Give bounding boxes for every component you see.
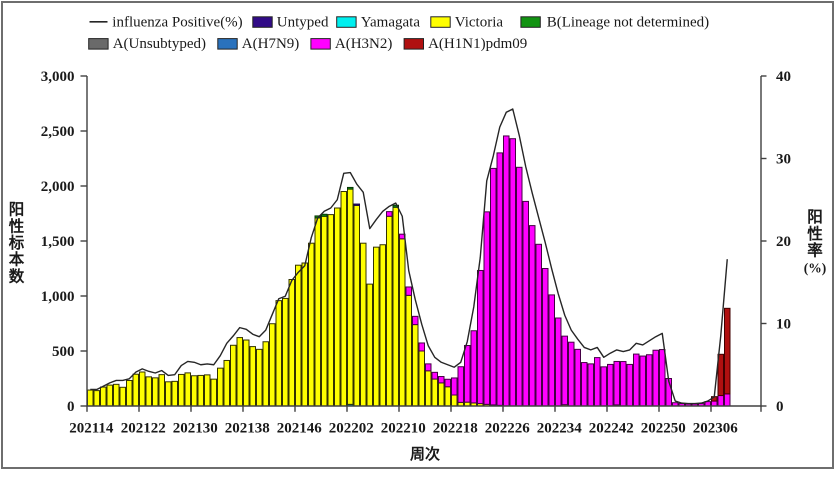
svg-text:A(H3N2): A(H3N2) — [335, 36, 393, 52]
svg-text:202210: 202210 — [381, 421, 426, 437]
svg-text:202306: 202306 — [693, 421, 739, 437]
svg-text:202218: 202218 — [433, 421, 478, 437]
svg-text:(%): (%) — [804, 261, 827, 276]
svg-text:202226: 202226 — [485, 421, 531, 437]
svg-text:率: 率 — [807, 241, 823, 260]
svg-text:本: 本 — [9, 250, 25, 269]
svg-text:202138: 202138 — [225, 421, 270, 437]
svg-text:202130: 202130 — [173, 421, 218, 437]
svg-text:Victoria: Victoria — [455, 14, 504, 30]
svg-text:0: 0 — [67, 399, 75, 415]
svg-text:202146: 202146 — [277, 421, 323, 437]
svg-text:2,500: 2,500 — [41, 124, 75, 140]
svg-text:性: 性 — [807, 224, 823, 243]
svg-text:3,000: 3,000 — [41, 69, 75, 85]
svg-text:202250: 202250 — [641, 421, 686, 437]
svg-text:阳: 阳 — [807, 208, 823, 226]
svg-text:202234: 202234 — [537, 421, 583, 437]
svg-text:A(H7N9): A(H7N9) — [242, 36, 299, 52]
svg-text:2,000: 2,000 — [41, 179, 75, 195]
svg-text:性: 性 — [9, 216, 25, 235]
svg-text:40: 40 — [776, 69, 791, 85]
svg-text:B(Lineage not determined): B(Lineage not determined) — [547, 14, 709, 30]
svg-text:influenza Positive(%): influenza Positive(%) — [112, 14, 242, 30]
svg-text:标: 标 — [8, 234, 25, 252]
svg-text:202122: 202122 — [121, 421, 166, 437]
svg-text:30: 30 — [776, 152, 791, 168]
svg-text:周次: 周次 — [410, 445, 440, 463]
svg-text:Yamagata: Yamagata — [361, 14, 421, 30]
svg-text:Untyped: Untyped — [277, 14, 329, 30]
svg-text:1,500: 1,500 — [41, 234, 75, 250]
svg-text:10: 10 — [776, 317, 791, 333]
svg-text:A(Unsubtyped): A(Unsubtyped) — [113, 36, 206, 52]
svg-text:数: 数 — [9, 267, 25, 286]
svg-text:202202: 202202 — [329, 421, 374, 437]
svg-text:202242: 202242 — [589, 421, 634, 437]
svg-text:阳: 阳 — [9, 201, 25, 219]
svg-text:0: 0 — [776, 399, 784, 415]
svg-text:202114: 202114 — [69, 421, 114, 437]
svg-text:500: 500 — [52, 344, 75, 360]
svg-text:20: 20 — [776, 234, 791, 250]
svg-text:A(H1N1)pdm09: A(H1N1)pdm09 — [428, 36, 527, 52]
svg-text:1,000: 1,000 — [41, 289, 75, 305]
